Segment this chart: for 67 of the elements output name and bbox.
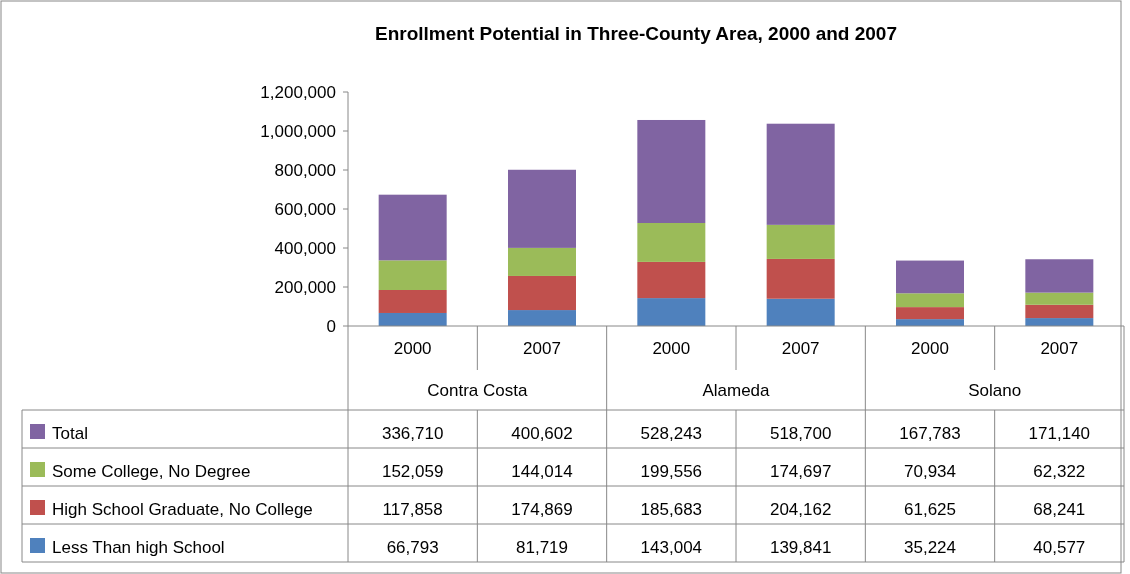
chart-title: Enrollment Potential in Three-County Area, 2000 and 2007 <box>375 23 897 44</box>
data-label: 174,697 <box>769 462 832 481</box>
bar <box>766 298 835 326</box>
data-label: 336,710 <box>381 424 444 443</box>
bar <box>1025 259 1094 293</box>
data-label: 400,602 <box>511 424 573 443</box>
bar <box>508 310 576 326</box>
legend-label: Total <box>52 424 88 443</box>
legend-label: High School Graduate, No College <box>52 500 313 519</box>
y-tick-label: 1,200,000 <box>260 83 336 102</box>
x-tick-label: 2000 <box>652 339 691 358</box>
x-tick-label: 2007 <box>523 339 561 358</box>
data-label: 81,719 <box>516 538 568 557</box>
bar <box>508 275 576 311</box>
data-label: 204,162 <box>769 500 832 519</box>
bar <box>378 289 447 313</box>
text: Contra Costa <box>427 381 528 400</box>
bar <box>508 247 576 276</box>
legend-label: Some College, No Degree <box>52 462 251 481</box>
data-label: 528,243 <box>640 424 703 443</box>
bar <box>896 293 964 308</box>
bar <box>1025 304 1094 319</box>
bar <box>1025 292 1094 305</box>
data-label: 40,577 <box>1033 538 1086 557</box>
bar <box>896 260 964 294</box>
y-tick-label: 200,000 <box>274 278 336 297</box>
data-label: 117,858 <box>382 500 443 519</box>
bar <box>637 298 706 326</box>
x-tick-label: 2007 <box>781 339 820 358</box>
bar <box>896 307 964 320</box>
y-tick-label: 0 <box>326 317 336 336</box>
data-label: 35,224 <box>904 538 956 557</box>
bar <box>637 222 706 262</box>
data-label: 174,869 <box>511 500 573 519</box>
x-tick-label: 2000 <box>911 339 949 358</box>
y-tick-label: 800,000 <box>274 161 336 180</box>
data-label: 144,014 <box>511 462 573 481</box>
data-label: 70,934 <box>904 462 956 481</box>
data-label: 62,322 <box>1033 462 1086 481</box>
data-label: 185,683 <box>640 500 703 519</box>
data-label: 143,004 <box>640 538 703 557</box>
data-label: 66,793 <box>386 538 439 557</box>
data-label: 199,556 <box>640 462 703 481</box>
data-label: 171,140 <box>1028 424 1091 443</box>
bar <box>766 123 835 225</box>
y-tick-label: 600,000 <box>274 200 336 219</box>
data-label: 167,783 <box>899 424 961 443</box>
data-label: 152,059 <box>381 462 444 481</box>
text: Alameda <box>702 381 771 400</box>
legend-label: Less Than high School <box>52 538 225 557</box>
bar <box>637 119 706 223</box>
data-label: 518,700 <box>769 424 832 443</box>
bar <box>766 258 835 299</box>
x-tick-label: 2007 <box>1040 339 1079 358</box>
y-tick-label: 1,000,000 <box>260 122 336 141</box>
data-label: 61,625 <box>904 500 956 519</box>
x-tick-label: 2000 <box>393 339 432 358</box>
data-label: 68,241 <box>1033 500 1086 519</box>
bar <box>508 169 576 248</box>
bar <box>378 312 447 326</box>
bar <box>378 194 447 261</box>
text: Solano <box>968 381 1022 400</box>
y-tick-label: 400,000 <box>274 239 336 258</box>
bar <box>637 261 706 299</box>
bar <box>378 260 447 290</box>
data-label: 139,841 <box>769 538 832 557</box>
bar <box>766 224 835 259</box>
